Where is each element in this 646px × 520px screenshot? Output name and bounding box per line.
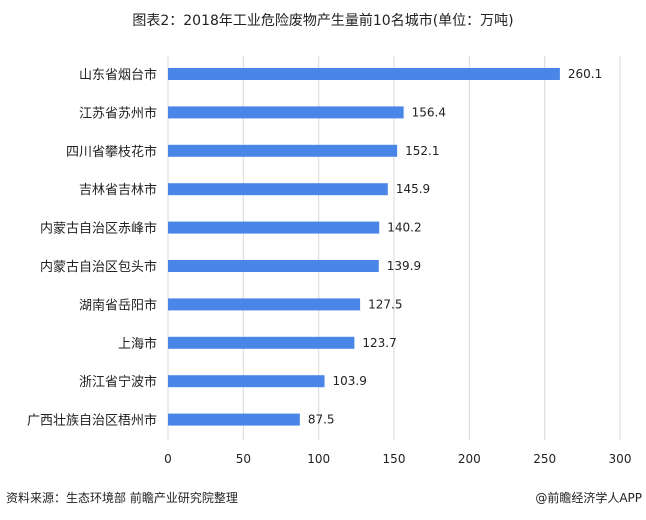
credit-note: @前瞻经济学人APP [535, 491, 642, 505]
category-label: 山东省烟台市 [79, 67, 157, 83]
x-tick-label: 0 [164, 452, 172, 466]
bar [168, 413, 300, 426]
data-label: 145.9 [396, 182, 430, 196]
bar [168, 68, 560, 80]
category-label: 内蒙古自治区包头市 [40, 259, 157, 275]
bar [168, 375, 325, 388]
category-label: 内蒙古自治区赤峰市 [40, 221, 157, 237]
data-label: 103.9 [333, 374, 367, 388]
data-label: 87.5 [308, 413, 335, 427]
data-label: 152.1 [405, 144, 439, 158]
bar [168, 260, 379, 272]
x-tick-label: 150 [383, 452, 406, 466]
data-label: 123.7 [362, 336, 396, 350]
x-tick-label: 100 [307, 452, 330, 466]
x-tick-label: 200 [458, 452, 481, 466]
x-tick-label: 250 [533, 452, 556, 466]
category-label: 四川省攀枝花市 [66, 144, 157, 160]
bar [168, 298, 361, 311]
bar [168, 336, 355, 349]
category-label: 湖南省岳阳市 [79, 297, 157, 313]
category-label: 上海市 [118, 336, 157, 352]
data-label: 140.2 [387, 221, 421, 235]
data-label: 127.5 [368, 297, 402, 311]
category-label: 吉林省吉林市 [79, 182, 157, 198]
bar [168, 106, 404, 119]
chart-title: 图表2：2018年工业危险废物产生量前10名城市(单位：万吨) [132, 13, 514, 29]
bar [168, 221, 380, 234]
data-label: 156.4 [412, 105, 446, 119]
x-tick-label: 300 [609, 452, 632, 466]
x-tick-label: 50 [236, 452, 251, 466]
bar [168, 144, 398, 157]
source-note: 资料来源：生态环境部 前瞻产业研究院整理 [6, 491, 238, 505]
category-label: 浙江省宁波市 [79, 374, 157, 390]
bar [168, 183, 388, 196]
category-label: 江苏省苏州市 [79, 105, 157, 121]
category-label: 广西壮族自治区梧州市 [27, 413, 157, 429]
data-label: 139.9 [387, 259, 421, 273]
data-label: 260.1 [568, 67, 602, 81]
